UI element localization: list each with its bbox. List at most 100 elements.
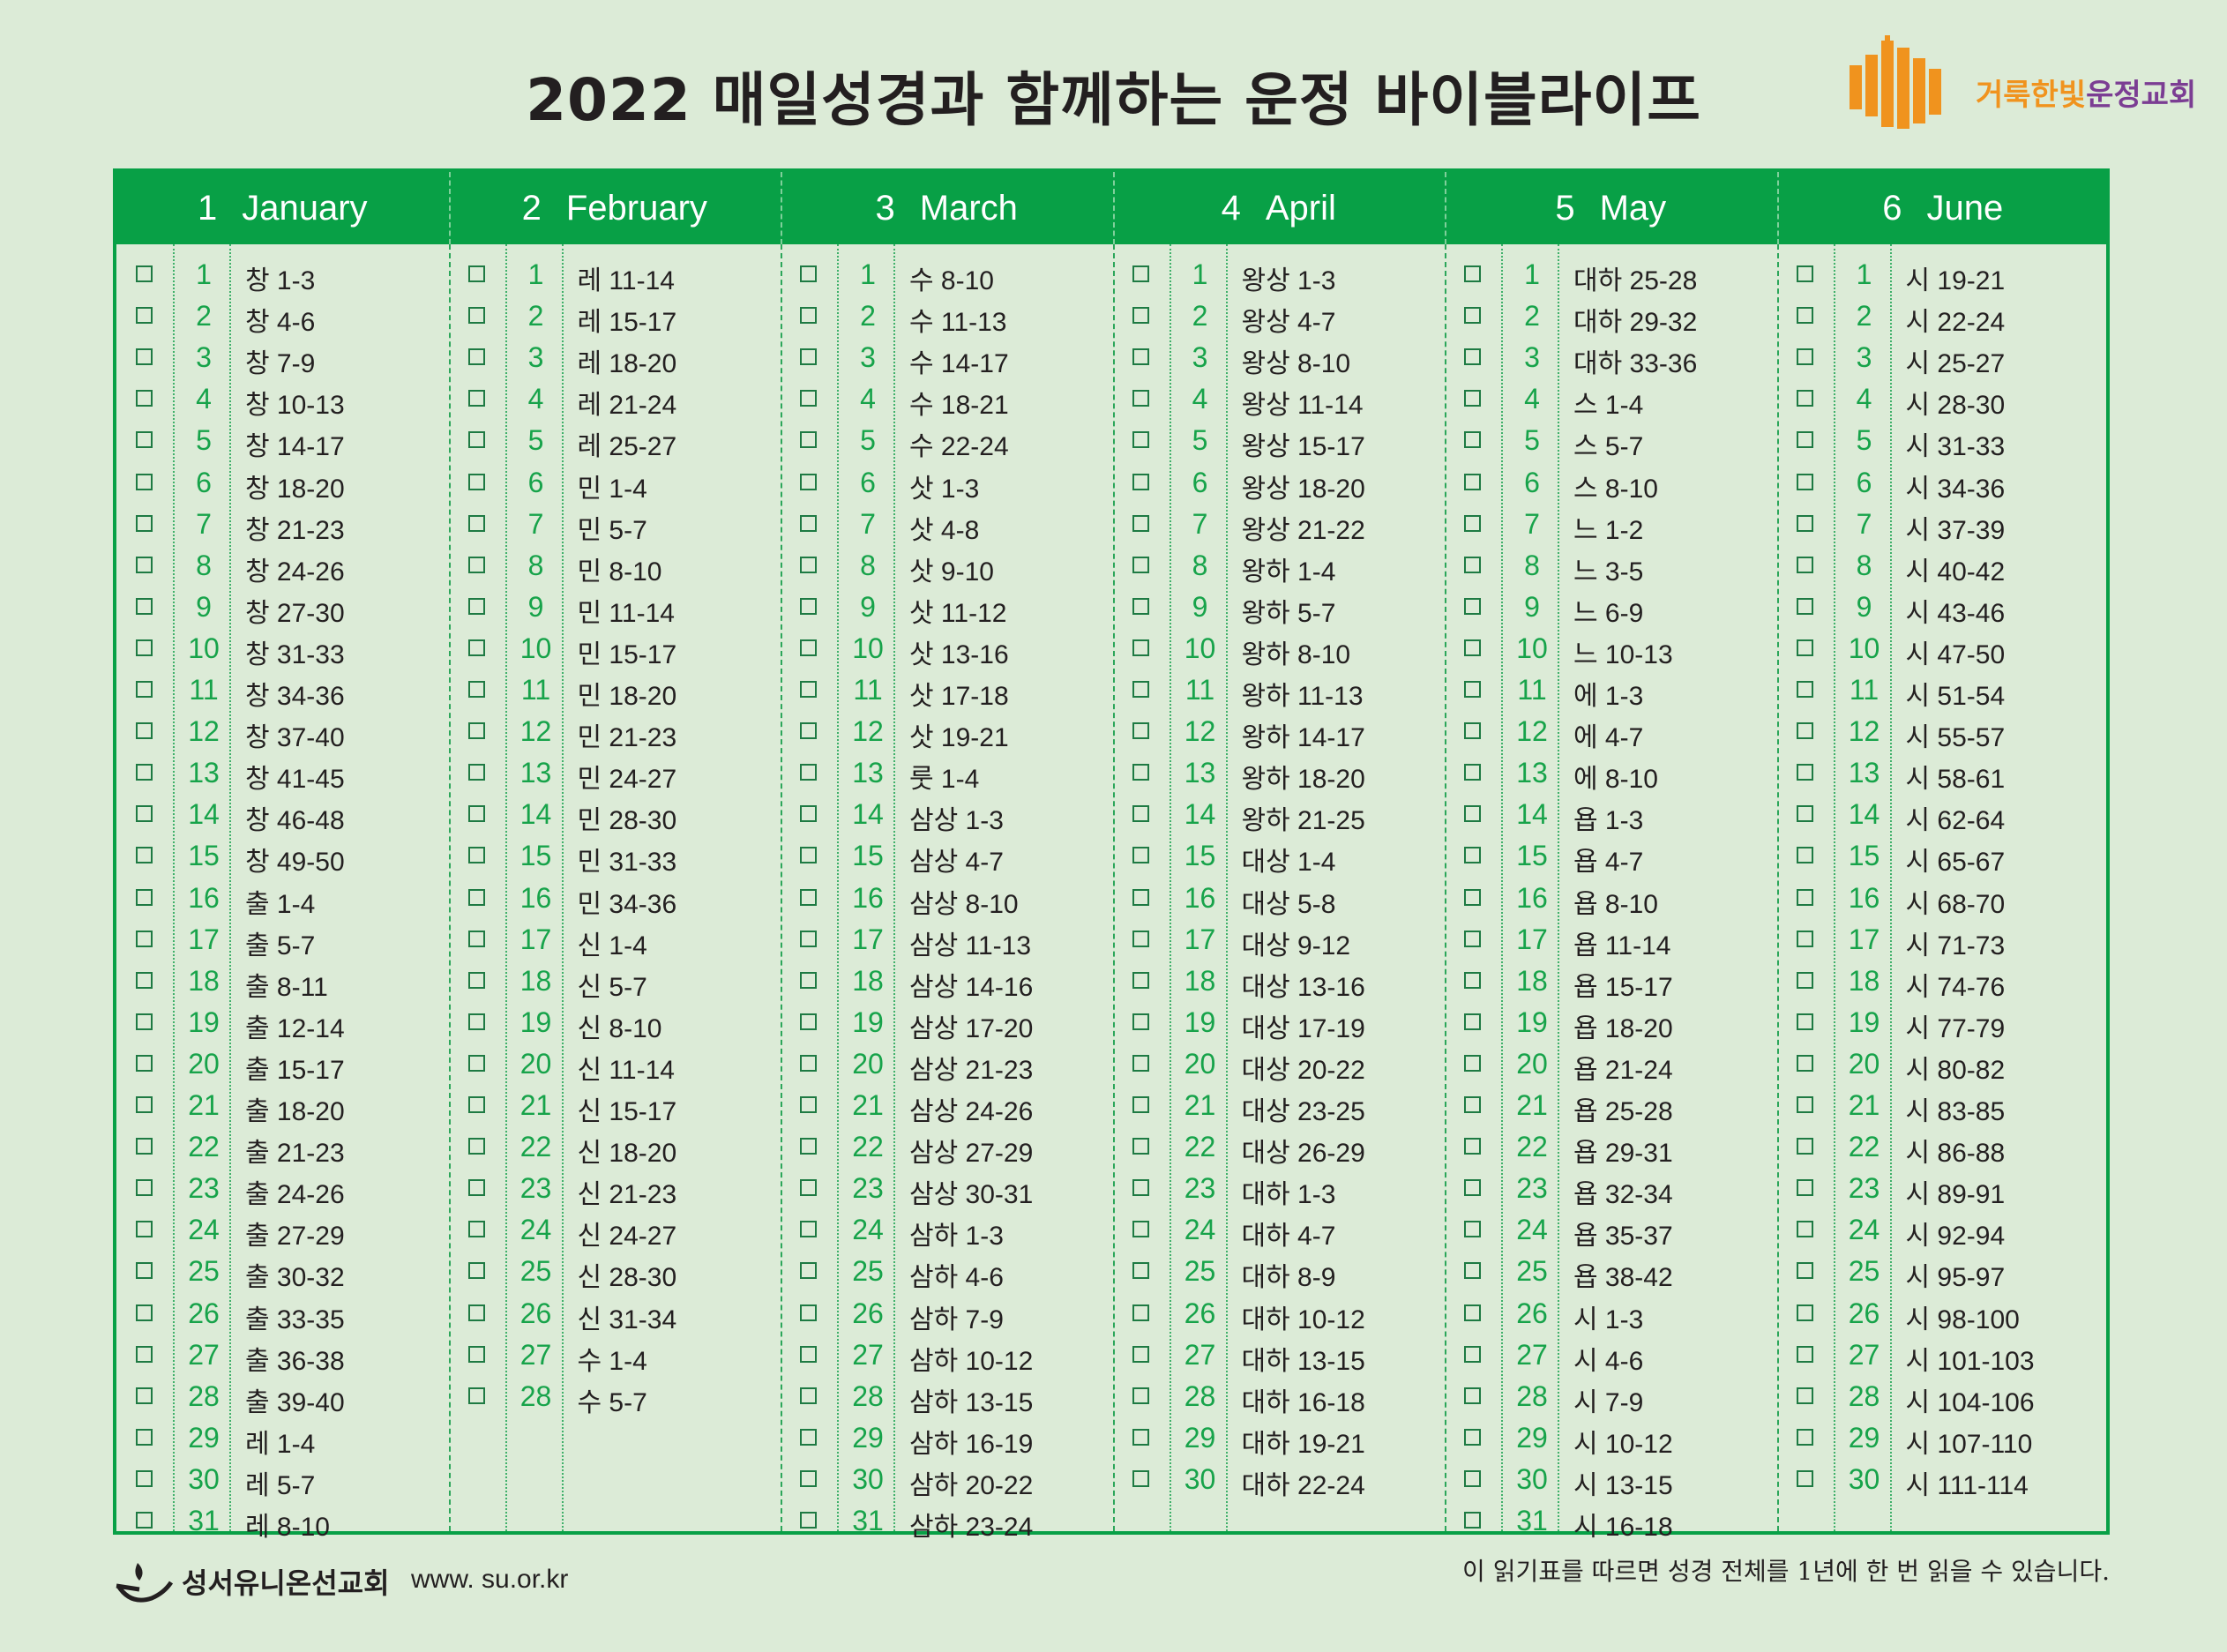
- checkbox[interactable]: [136, 681, 153, 698]
- checkbox[interactable]: [800, 1387, 817, 1404]
- checkbox[interactable]: [1132, 265, 1149, 282]
- checkbox[interactable]: [1132, 971, 1149, 989]
- checkbox[interactable]: [467, 1054, 485, 1072]
- checkbox[interactable]: [467, 597, 485, 615]
- checkbox[interactable]: [1132, 1096, 1149, 1113]
- checkbox[interactable]: [136, 390, 153, 407]
- checkbox[interactable]: [1132, 1387, 1149, 1404]
- checkbox[interactable]: [1132, 1179, 1149, 1197]
- checkbox[interactable]: [467, 1221, 485, 1238]
- checkbox[interactable]: [800, 473, 817, 490]
- checkbox[interactable]: [1464, 348, 1481, 366]
- checkbox[interactable]: [136, 1469, 153, 1487]
- checkbox[interactable]: [136, 639, 153, 656]
- checkbox[interactable]: [1132, 1013, 1149, 1030]
- checkbox[interactable]: [467, 431, 485, 449]
- checkbox[interactable]: [1132, 597, 1149, 615]
- checkbox[interactable]: [1132, 514, 1149, 532]
- checkbox[interactable]: [1464, 681, 1481, 698]
- checkbox[interactable]: [1796, 597, 1813, 615]
- checkbox[interactable]: [1796, 764, 1813, 781]
- checkbox[interactable]: [1132, 681, 1149, 698]
- checkbox[interactable]: [467, 307, 485, 325]
- checkbox[interactable]: [1132, 1304, 1149, 1321]
- checkbox[interactable]: [136, 597, 153, 615]
- checkbox[interactable]: [467, 1262, 485, 1280]
- checkbox[interactable]: [800, 1428, 817, 1446]
- checkbox[interactable]: [136, 473, 153, 490]
- checkbox[interactable]: [467, 390, 485, 407]
- checkbox[interactable]: [467, 1013, 485, 1030]
- checkbox[interactable]: [1796, 971, 1813, 989]
- checkbox[interactable]: [136, 556, 153, 573]
- checkbox[interactable]: [1796, 930, 1813, 947]
- checkbox[interactable]: [136, 1179, 153, 1197]
- checkbox[interactable]: [1796, 1304, 1813, 1321]
- checkbox[interactable]: [1796, 307, 1813, 325]
- checkbox[interactable]: [136, 1054, 153, 1072]
- checkbox[interactable]: [1464, 1262, 1481, 1280]
- checkbox[interactable]: [1132, 1138, 1149, 1155]
- checkbox[interactable]: [136, 722, 153, 740]
- checkbox[interactable]: [1464, 1221, 1481, 1238]
- checkbox[interactable]: [1132, 639, 1149, 656]
- checkbox[interactable]: [467, 847, 485, 864]
- checkbox[interactable]: [1464, 722, 1481, 740]
- checkbox[interactable]: [136, 348, 153, 366]
- checkbox[interactable]: [1464, 556, 1481, 573]
- checkbox[interactable]: [1796, 639, 1813, 656]
- checkbox[interactable]: [1796, 1345, 1813, 1363]
- checkbox[interactable]: [1132, 1221, 1149, 1238]
- checkbox[interactable]: [800, 1054, 817, 1072]
- checkbox[interactable]: [1796, 514, 1813, 532]
- checkbox[interactable]: [1464, 764, 1481, 781]
- checkbox[interactable]: [1132, 764, 1149, 781]
- checkbox[interactable]: [1464, 265, 1481, 282]
- checkbox[interactable]: [800, 1138, 817, 1155]
- checkbox[interactable]: [136, 1512, 153, 1529]
- checkbox[interactable]: [800, 1262, 817, 1280]
- checkbox[interactable]: [1464, 805, 1481, 823]
- checkbox[interactable]: [800, 514, 817, 532]
- checkbox[interactable]: [1132, 473, 1149, 490]
- checkbox[interactable]: [800, 1096, 817, 1113]
- checkbox[interactable]: [1796, 390, 1813, 407]
- checkbox[interactable]: [800, 1221, 817, 1238]
- checkbox[interactable]: [1796, 473, 1813, 490]
- checkbox[interactable]: [1132, 1054, 1149, 1072]
- checkbox[interactable]: [1464, 431, 1481, 449]
- checkbox[interactable]: [1464, 1428, 1481, 1446]
- checkbox[interactable]: [800, 639, 817, 656]
- checkbox[interactable]: [1464, 307, 1481, 325]
- checkbox[interactable]: [1796, 431, 1813, 449]
- checkbox[interactable]: [800, 764, 817, 781]
- checkbox[interactable]: [1796, 1013, 1813, 1030]
- checkbox[interactable]: [1464, 888, 1481, 906]
- checkbox[interactable]: [1796, 348, 1813, 366]
- checkbox[interactable]: [1796, 681, 1813, 698]
- checkbox[interactable]: [467, 265, 485, 282]
- checkbox[interactable]: [1796, 805, 1813, 823]
- checkbox[interactable]: [136, 930, 153, 947]
- checkbox[interactable]: [1132, 1345, 1149, 1363]
- checkbox[interactable]: [136, 847, 153, 864]
- checkbox[interactable]: [1464, 1304, 1481, 1321]
- checkbox[interactable]: [136, 888, 153, 906]
- checkbox[interactable]: [467, 805, 485, 823]
- checkbox[interactable]: [1132, 722, 1149, 740]
- checkbox[interactable]: [467, 764, 485, 781]
- checkbox[interactable]: [1464, 1138, 1481, 1155]
- checkbox[interactable]: [1132, 431, 1149, 449]
- checkbox[interactable]: [1464, 847, 1481, 864]
- checkbox[interactable]: [800, 930, 817, 947]
- checkbox[interactable]: [1796, 1428, 1813, 1446]
- checkbox[interactable]: [136, 805, 153, 823]
- checkbox[interactable]: [467, 348, 485, 366]
- checkbox[interactable]: [800, 1469, 817, 1487]
- checkbox[interactable]: [136, 1262, 153, 1280]
- checkbox[interactable]: [136, 431, 153, 449]
- checkbox[interactable]: [1464, 1179, 1481, 1197]
- checkbox[interactable]: [136, 265, 153, 282]
- checkbox[interactable]: [136, 1013, 153, 1030]
- checkbox[interactable]: [1464, 597, 1481, 615]
